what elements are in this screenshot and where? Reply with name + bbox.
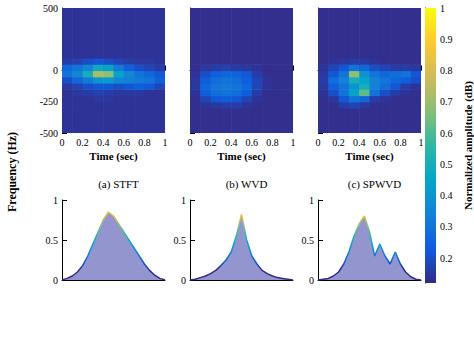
svg-text:0.6: 0.6 xyxy=(118,137,131,148)
svg-text:Time (sec): Time (sec) xyxy=(217,150,266,163)
svg-text:0.6: 0.6 xyxy=(440,128,453,139)
svg-text:0.8: 0.8 xyxy=(138,137,151,148)
svg-text:1: 1 xyxy=(53,195,58,206)
svg-text:0.4: 0.4 xyxy=(97,137,110,148)
svg-text:0.8: 0.8 xyxy=(394,137,407,148)
svg-text:Time (sec): Time (sec) xyxy=(89,150,138,163)
svg-text:(a) STFT: (a) STFT xyxy=(98,178,139,191)
svg-text:0: 0 xyxy=(316,137,321,148)
svg-text:0.4: 0.4 xyxy=(225,137,238,148)
svg-text:0.7: 0.7 xyxy=(440,96,453,107)
svg-text:0: 0 xyxy=(53,275,58,286)
svg-text:500: 500 xyxy=(43,3,58,14)
svg-text:0.5: 0.5 xyxy=(302,235,315,246)
svg-text:Normalized amplitude (dB): Normalized amplitude (dB) xyxy=(462,81,474,210)
svg-text:-250: -250 xyxy=(40,96,58,107)
svg-text:0: 0 xyxy=(181,275,186,286)
svg-text:0.2: 0.2 xyxy=(440,253,453,264)
svg-text:0: 0 xyxy=(53,65,58,76)
svg-text:0.6: 0.6 xyxy=(246,137,258,148)
svg-text:(c) SPWVD: (c) SPWVD xyxy=(348,178,402,191)
svg-text:1: 1 xyxy=(440,3,445,14)
svg-text:0.8: 0.8 xyxy=(440,65,453,76)
svg-text:0: 0 xyxy=(60,137,65,148)
svg-text:0.2: 0.2 xyxy=(332,137,345,148)
svg-text:0.8: 0.8 xyxy=(266,137,279,148)
svg-text:0.4: 0.4 xyxy=(440,190,453,201)
svg-text:0.5: 0.5 xyxy=(174,235,187,246)
svg-text:(b) WVD: (b) WVD xyxy=(226,178,268,191)
svg-text:Time (sec): Time (sec) xyxy=(345,150,394,163)
svg-text:0.6: 0.6 xyxy=(374,137,387,148)
svg-text:-500: -500 xyxy=(40,128,58,139)
svg-text:1: 1 xyxy=(309,195,314,206)
svg-text:0.9: 0.9 xyxy=(440,34,453,45)
svg-text:0.2: 0.2 xyxy=(76,137,89,148)
svg-text:0: 0 xyxy=(309,275,314,286)
svg-text:Frequency (Hz): Frequency (Hz) xyxy=(5,132,19,212)
svg-text:0.5: 0.5 xyxy=(440,159,453,170)
svg-text:0.3: 0.3 xyxy=(440,221,453,232)
svg-text:1: 1 xyxy=(291,137,296,148)
svg-text:0.2: 0.2 xyxy=(204,137,217,148)
svg-text:0: 0 xyxy=(188,137,193,148)
svg-text:0.5: 0.5 xyxy=(46,235,59,246)
svg-text:1: 1 xyxy=(419,137,424,148)
svg-text:1: 1 xyxy=(181,195,186,206)
svg-text:1: 1 xyxy=(163,137,168,148)
svg-text:0.4: 0.4 xyxy=(353,137,366,148)
